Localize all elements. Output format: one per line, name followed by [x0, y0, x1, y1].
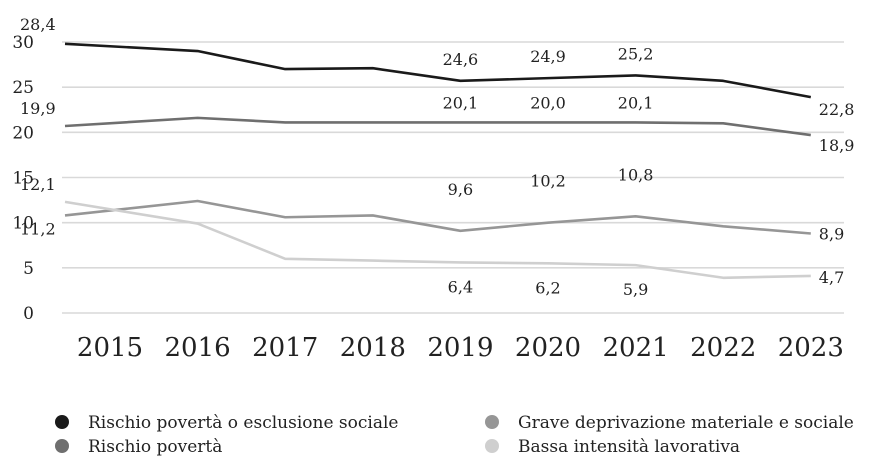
data-label: 10,2: [530, 172, 566, 191]
y-tick-label: 10: [12, 214, 34, 234]
data-label: 5,9: [623, 280, 648, 299]
y-tick-label: 0: [23, 304, 34, 324]
x-tick-label: 2017: [252, 333, 318, 363]
legend: Rischio povertà o esclusione sociale Risc…: [55, 413, 854, 457]
legend-item: Rischio povertà o esclusione sociale: [55, 413, 398, 433]
y-tick-label: 25: [12, 78, 34, 98]
x-tick-label: 2023: [778, 333, 844, 363]
x-tick-label: 2022: [690, 333, 756, 363]
data-label: 19,9: [20, 99, 56, 118]
y-axis-ticks: 0 5 10 15 20 25 30: [12, 33, 34, 324]
legend-marker: [55, 415, 69, 429]
data-label: 6,2: [535, 278, 560, 297]
x-axis-ticks: 2015 2016 2017 2018 2019 2020 2021 2022 2023: [77, 333, 844, 363]
x-tick-label: 2019: [427, 333, 493, 363]
legend-label: Bassa intensità lavorativa: [518, 437, 740, 457]
series-line-4: [64, 200, 811, 280]
y-tick-label: 5: [23, 259, 34, 279]
legend-marker: [485, 415, 499, 429]
series-line-1: [64, 42, 812, 99]
series-line-2: [64, 116, 811, 137]
legend-label: Rischio povertà o esclusione sociale: [88, 413, 398, 433]
legend-item: Grave deprivazione materiale e sociale: [485, 413, 854, 433]
data-label: 10,8: [618, 165, 654, 184]
series-line-3: [64, 199, 811, 235]
series-lines: [64, 42, 812, 280]
data-label: 9,6: [448, 180, 473, 199]
legend-marker: [485, 439, 499, 453]
data-label: 18,9: [819, 136, 855, 155]
data-label: 12,1: [20, 175, 56, 194]
data-labels: 28,4 24,6 24,9 25,2 22,8 19,9 20,1 20,0 20,1 18,9…: [20, 15, 854, 299]
data-label: 22,8: [819, 100, 855, 119]
data-label: 20,1: [618, 93, 654, 112]
data-label: 11,2: [20, 219, 56, 238]
legend-item: Bassa intensità lavorativa: [485, 437, 740, 457]
data-label: 28,4: [20, 15, 56, 34]
data-label: 20,0: [530, 93, 566, 112]
x-tick-label: 2016: [165, 333, 231, 363]
legend-label: Grave deprivazione materiale e sociale: [518, 413, 854, 433]
data-label: 24,9: [530, 47, 566, 66]
data-label: 8,9: [819, 225, 844, 244]
data-label: 25,2: [618, 44, 654, 63]
data-label: 6,4: [448, 277, 473, 296]
legend-item: Rischio povertà: [55, 437, 222, 457]
data-label: 4,7: [819, 268, 844, 287]
legend-marker: [55, 439, 69, 453]
y-tick-label: 30: [12, 33, 34, 53]
x-tick-label: 2021: [603, 333, 669, 363]
y-tick-label: 15: [12, 169, 34, 189]
x-tick-label: 2015: [77, 333, 143, 363]
y-tick-label: 20: [12, 123, 34, 143]
data-label: 20,1: [443, 93, 479, 112]
x-tick-label: 2018: [340, 333, 406, 363]
x-tick-label: 2020: [515, 333, 581, 363]
legend-label: Rischio povertà: [88, 437, 222, 457]
data-label: 24,6: [443, 50, 479, 69]
